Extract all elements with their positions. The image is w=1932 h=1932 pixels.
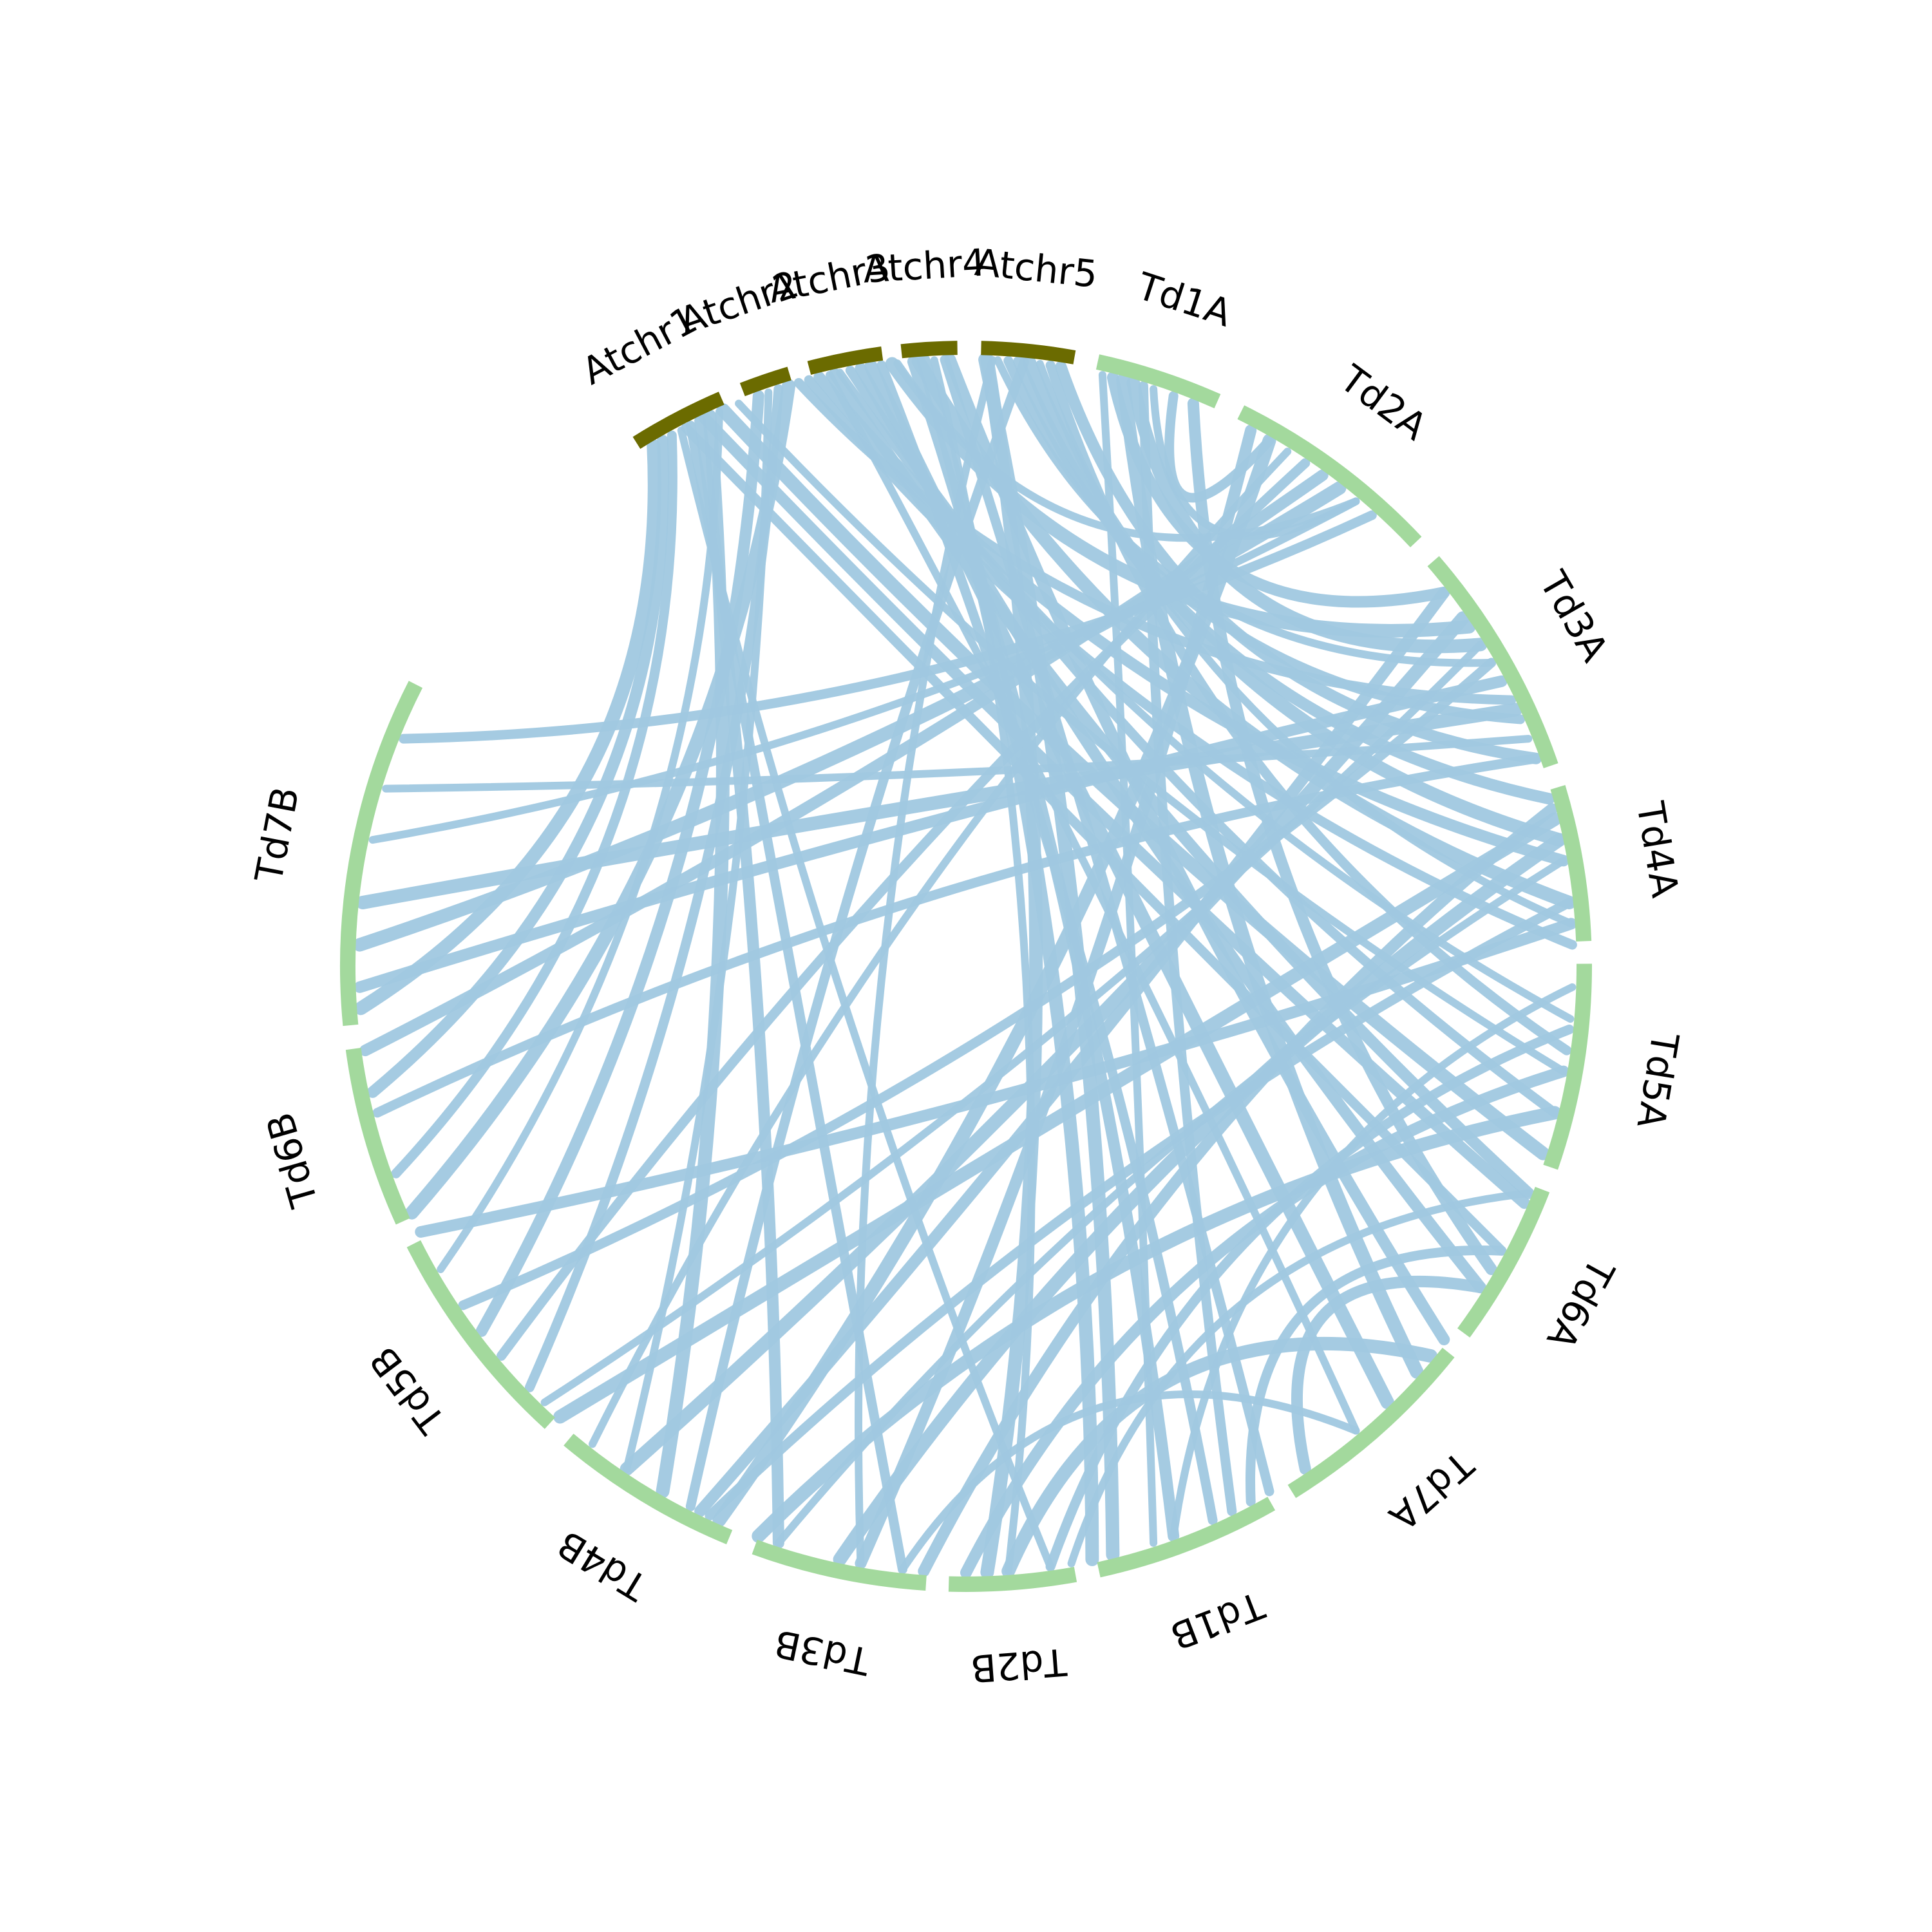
synteny-link <box>705 898 1575 1521</box>
synteny-link <box>885 357 1476 638</box>
segment-td5b <box>406 1240 555 1429</box>
segment-td2a <box>1237 405 1422 547</box>
segment-label-td2a: Td2A <box>1332 356 1435 449</box>
synteny-link <box>353 481 1347 952</box>
synteny-link <box>918 803 1558 1577</box>
synteny-link <box>656 409 730 1499</box>
segment-label-td1a: Td1A <box>1132 264 1237 336</box>
synteny-link <box>716 403 1550 1160</box>
synteny-link <box>804 375 1577 950</box>
synteny-link <box>1001 1336 1438 1578</box>
segment-label-td6b: Td6B <box>258 1108 327 1213</box>
synteny-link <box>893 359 1360 542</box>
segment-label-td4b: Td4B <box>550 1522 655 1609</box>
synteny-link <box>355 703 1523 909</box>
segment-td6b <box>345 1047 410 1225</box>
synteny-link <box>382 735 1533 793</box>
synteny-link <box>391 430 677 1179</box>
synteny-link <box>1245 1245 1507 1507</box>
synteny-link <box>540 640 1484 1406</box>
segment-label-atchr5: Atchr5 <box>973 240 1100 296</box>
segment-td4a <box>1550 785 1592 942</box>
synteny-link <box>1170 983 1577 1540</box>
segment-td3a <box>1427 556 1558 768</box>
segment-td2b <box>948 1566 1077 1592</box>
segment-label-td5a: Td5A <box>1628 1029 1687 1132</box>
chromosome-segments <box>340 341 1593 1592</box>
synteny-link <box>681 422 1507 1256</box>
synteny-link <box>898 1390 1360 1573</box>
segment-label-td1b: Td1B <box>1164 1583 1270 1658</box>
synteny-link <box>354 675 1508 993</box>
synteny-link <box>1055 361 1542 764</box>
segment-label-td3b: Td3B <box>771 1621 875 1683</box>
synteny-link <box>699 412 1531 1209</box>
synteny-link <box>368 497 1360 844</box>
segment-atchr5 <box>981 341 1076 365</box>
segment-label-td5b: Td5B <box>361 1338 455 1442</box>
segment-label-td4a: Td4A <box>1628 798 1687 900</box>
segment-label-td6a: Td6A <box>1538 1251 1623 1356</box>
segment-td6a <box>1457 1186 1550 1338</box>
segment-td5a <box>1543 963 1593 1170</box>
synteny-link <box>752 1106 1562 1543</box>
segment-label-td3a: Td3A <box>1531 564 1617 669</box>
segment-td1b <box>1097 1497 1276 1578</box>
segment-td4b <box>564 1434 733 1544</box>
synteny-link <box>793 378 1517 705</box>
synteny-link <box>829 368 1535 1199</box>
segment-td7a <box>1287 1347 1455 1499</box>
synteny-link <box>415 918 1577 1238</box>
segment-label-atchr4: Atchr4 <box>862 240 987 291</box>
segment-atchr2 <box>739 366 791 397</box>
segment-td1a <box>1095 354 1221 408</box>
synteny-link <box>1023 355 1566 847</box>
segment-label-td7b: Td7B <box>247 783 308 886</box>
synteny-link <box>366 435 670 1098</box>
synteny-link <box>980 353 1043 1579</box>
synteny-link <box>978 353 1120 1562</box>
segment-td7b <box>340 681 423 1027</box>
segment-td3b <box>752 1539 927 1591</box>
synteny-link <box>826 371 1360 1435</box>
segment-atchr3 <box>807 346 884 375</box>
synteny-link <box>833 833 1566 1566</box>
segment-label-td7a: Td7A <box>1381 1442 1482 1539</box>
segment-atchr1 <box>632 392 724 450</box>
segment-label-td2b: Td2B <box>969 1640 1069 1690</box>
synteny-links <box>353 353 1577 1579</box>
synteny-link <box>1045 1025 1575 1572</box>
synteny-link <box>354 439 661 1016</box>
synteny-link <box>399 510 1377 744</box>
synteny-link <box>553 812 1562 1424</box>
segment-atchr4 <box>900 341 958 359</box>
